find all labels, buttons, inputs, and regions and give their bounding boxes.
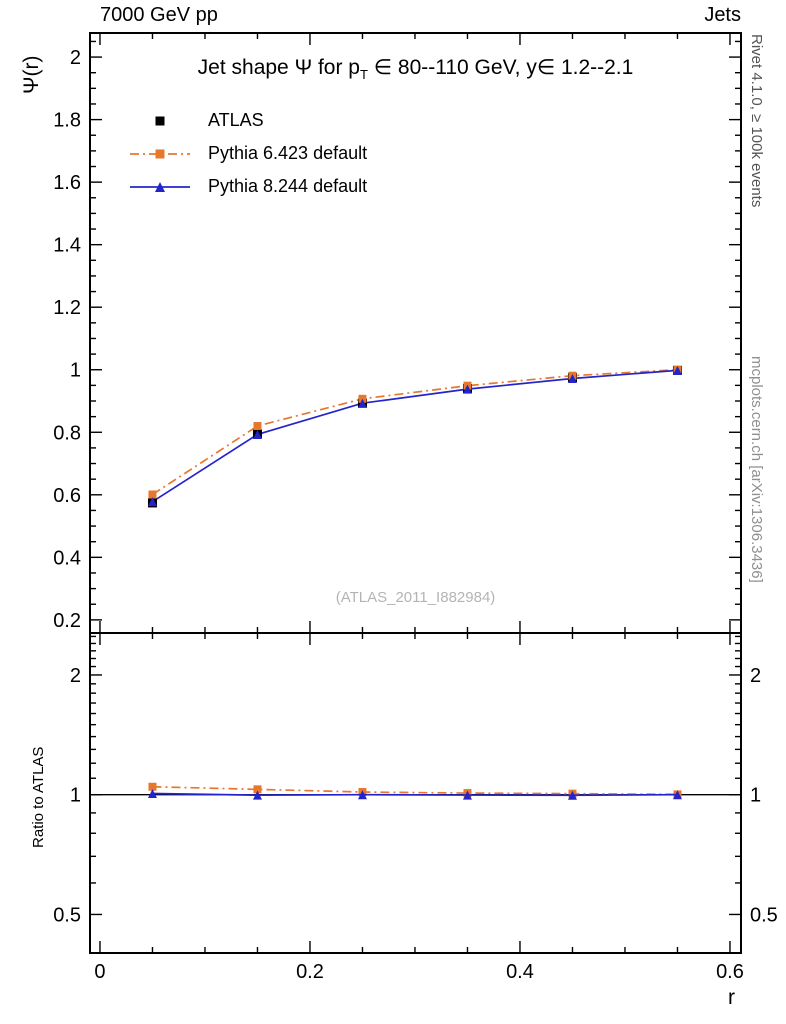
beam-energy-label: 7000 GeV pp (100, 4, 218, 26)
legend-item-atlas: ATLAS (128, 104, 367, 137)
y-tick-label-main: 0.8 (53, 422, 81, 444)
legend-marker-pythia6-icon (130, 149, 190, 158)
data-point-marker (252, 429, 262, 439)
y-tick-label-main: 1.4 (53, 235, 81, 257)
legend-item-pythia8: Pythia 8.244 default (128, 170, 367, 203)
y-tick-label-ratio-right: 1 (750, 785, 761, 807)
y-tick-label-ratio-right: 2 (750, 665, 761, 687)
y-tick-label-main: 1.8 (53, 110, 81, 132)
x-tick-label: 0.6 (716, 961, 744, 983)
y-tick-label-main: 0.2 (53, 610, 81, 632)
y-tick-label-main: 0.4 (53, 547, 81, 569)
ratio-point-marker (253, 785, 262, 794)
ratio-point-marker (567, 790, 577, 800)
y-axis-label-main: Ψ(r) (20, 55, 43, 94)
ratio-point-marker (147, 789, 157, 799)
y-tick-label-main: 1.6 (53, 172, 81, 194)
ratio-point-marker (252, 790, 262, 800)
legend-glyph (155, 116, 165, 125)
legend: ATLAS Pythia 6.423 default Pythia 8.244 … (128, 104, 367, 203)
series-line-pythia-8-244-default (152, 369, 678, 503)
data-point-marker (567, 373, 577, 383)
y-tick-label-ratio-left: 2 (70, 665, 81, 687)
y-tick-label-ratio-left: 0.5 (53, 904, 81, 926)
ratio-point-marker (357, 790, 367, 800)
ratio-panel-frame (89, 632, 742, 954)
ratio-point-marker (148, 782, 157, 791)
legend-item-pythia6: Pythia 6.423 default (128, 137, 367, 170)
analysis-group-label: Jets (704, 4, 741, 26)
y-tick-label-main: 0.6 (53, 485, 81, 507)
series-line-pythia-6-423-default (152, 368, 678, 496)
plot-title: Jet shape Ψ for pT ∈ 80--110 GeV, y∈ 1.2… (90, 55, 741, 82)
data-point-marker (147, 497, 157, 507)
x-tick-label: 0 (94, 961, 105, 983)
x-tick-label: 0.4 (506, 961, 534, 983)
rivet-version-note: Rivet 4.1.0, ≥ 100k events (748, 34, 765, 208)
ratio-line-pythia-6-423-default (152, 785, 678, 796)
plot-title-text-2: ∈ 80--110 GeV, y∈ 1.2--2.1 (367, 56, 634, 79)
legend-glyph (155, 181, 165, 192)
x-tick-label: 0.2 (296, 961, 324, 983)
data-point-marker (672, 365, 682, 375)
legend-label-pythia6: Pythia 6.423 default (208, 143, 368, 163)
mcplots-arxiv-note: mcplots.cern.ch [arXiv:1306.3436] (748, 356, 765, 583)
ratio-line-pythia-8-244-default (152, 792, 678, 797)
legend-label-atlas: ATLAS (208, 110, 264, 130)
legend-label-pythia8: Pythia 8.244 default (208, 176, 368, 196)
legend-glyph (155, 149, 165, 158)
plot-title-text: Jet shape Ψ for p (197, 56, 360, 79)
y-tick-label-main: 1 (70, 360, 81, 382)
y-tick-label-ratio-left: 1 (70, 785, 81, 807)
x-axis-label: r (728, 986, 735, 1009)
ratio-point-marker (462, 790, 472, 800)
plot-title-subscript: T (359, 67, 368, 83)
y-tick-label-ratio-right: 0.5 (750, 904, 778, 926)
data-point-marker (253, 422, 262, 431)
y-axis-label-ratio: Ratio to ATLAS (30, 746, 47, 848)
y-tick-label-main: 1.2 (53, 297, 81, 319)
y-tick-label-main: 2 (70, 47, 81, 69)
legend-marker-atlas-icon (155, 116, 165, 125)
analysis-id-watermark: (ATLAS_2011_I882984) (335, 589, 496, 606)
legend-marker-pythia8-icon (130, 181, 190, 192)
data-point-marker (462, 384, 472, 394)
ratio-point-marker (672, 790, 682, 800)
data-point-marker (148, 490, 157, 499)
data-point-marker (357, 398, 367, 408)
